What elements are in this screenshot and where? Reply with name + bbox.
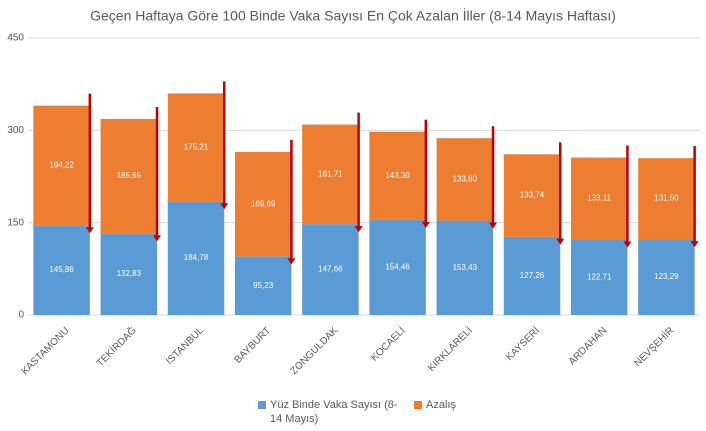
- value-label: 169,69: [251, 199, 276, 208]
- value-label: 133,80: [453, 174, 478, 183]
- value-label: 123,29: [654, 272, 679, 281]
- legend-label: Yüz Binde Vaka Sayısı (8-14 Mayıs): [270, 399, 398, 425]
- legend: Yüz Binde Vaka Sayısı (8-14 Mayıs) Azalış: [258, 398, 456, 426]
- decrease-arrow-head: [556, 238, 565, 245]
- value-label: 175,21: [184, 142, 209, 151]
- value-label: 143,30: [385, 171, 410, 180]
- y-tick-label: 450: [7, 33, 24, 44]
- x-tick-label: TEKİRDAĞ: [93, 324, 138, 369]
- bar-segment: [302, 224, 359, 315]
- value-label: 145,86: [49, 265, 74, 274]
- decrease-arrow-head: [354, 226, 363, 233]
- bar-segment: [302, 124, 359, 225]
- bar-segment: [33, 105, 90, 226]
- bar-segment: [369, 219, 426, 315]
- bar-segment: [436, 220, 494, 315]
- value-label: 127,26: [520, 271, 545, 280]
- bar-segment: [503, 236, 561, 315]
- bar-segment: [167, 93, 225, 202]
- value-label: 133,11: [587, 194, 611, 203]
- y-tick-label: 300: [7, 125, 24, 136]
- bar-segment: [570, 157, 628, 240]
- legend-swatch: [258, 401, 266, 409]
- value-label: 132,83: [117, 269, 142, 278]
- bar-segment: [503, 154, 561, 237]
- x-tick-label: ZONGULDAK: [289, 325, 341, 377]
- legend-swatch: [414, 401, 422, 409]
- value-label: 185,65: [117, 171, 142, 180]
- legend-label: Azalış: [426, 399, 456, 411]
- y-tick-label: 0: [18, 310, 24, 321]
- bar-segment: [234, 151, 292, 257]
- bar-segment: [100, 233, 158, 315]
- decrease-arrow-head: [690, 241, 699, 248]
- decrease-arrow-head: [220, 203, 229, 210]
- value-label: 147,66: [318, 265, 343, 274]
- bar-segment: [570, 239, 628, 315]
- x-tick-label: ARDAHAN: [567, 325, 609, 367]
- value-label: 122,71: [587, 272, 612, 281]
- x-tick-label: KIRKLARELİ: [425, 324, 475, 374]
- value-label: 95,23: [253, 281, 274, 290]
- decrease-arrow-head: [287, 258, 296, 265]
- value-label: 133,74: [520, 191, 545, 200]
- decrease-arrow-head: [85, 227, 94, 234]
- x-tick-label: İSTANBUL: [163, 323, 207, 367]
- legend-item: Azalış: [414, 398, 456, 426]
- decrease-arrow-head: [153, 235, 162, 242]
- bar-segment: [436, 138, 494, 221]
- x-tick-label: KAYSERİ: [503, 324, 542, 363]
- x-tick-label: NEVŞEHİR: [631, 324, 676, 369]
- legend-item: Yüz Binde Vaka Sayısı (8-14 Mayıs): [258, 398, 400, 426]
- value-label: 161,71: [318, 169, 343, 178]
- value-label: 153,43: [453, 263, 478, 272]
- bar-segment: [167, 201, 225, 315]
- decrease-arrow-head: [623, 241, 632, 248]
- value-label: 194,22: [49, 161, 74, 170]
- value-label: 154,46: [385, 263, 410, 272]
- value-label: 131,50: [654, 194, 679, 203]
- x-tick-label: KASTAMONU: [20, 325, 72, 377]
- bar-segment: [638, 158, 695, 240]
- bar-segment: [100, 118, 158, 234]
- bar-segment: [33, 225, 90, 315]
- chart-title: Geçen Haftaya Göre 100 Binde Vaka Sayısı…: [90, 7, 616, 24]
- bar-segment: [234, 256, 292, 315]
- decrease-arrow-head: [421, 221, 430, 228]
- y-tick-label: 150: [7, 217, 24, 228]
- bar-segment: [369, 131, 426, 220]
- x-tick-label: BAYBURT: [233, 325, 274, 366]
- x-tick-label: KOCAELİ: [368, 324, 408, 364]
- bar-segment: [638, 239, 695, 315]
- decrease-arrow-head: [489, 222, 498, 229]
- value-label: 184,78: [184, 253, 209, 262]
